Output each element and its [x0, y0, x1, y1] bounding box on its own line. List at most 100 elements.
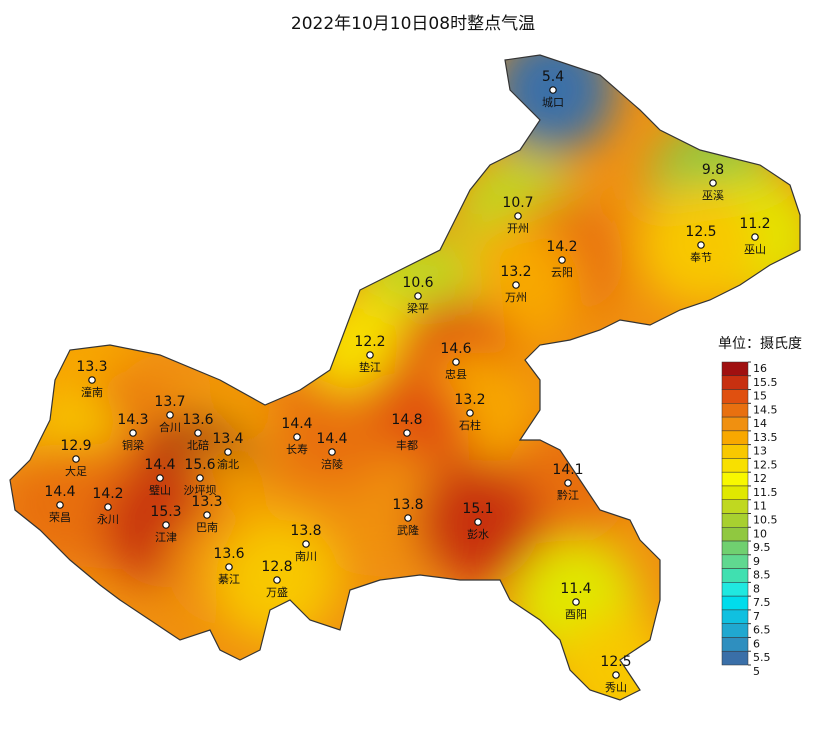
station-name: 城口 [542, 96, 564, 109]
station-value: 14.6 [440, 341, 471, 357]
station-marker [56, 501, 64, 509]
station-value: 5.4 [542, 69, 564, 85]
legend-tick-label: 11.5 [753, 486, 778, 499]
station-marker [751, 233, 759, 241]
station-value: 14.2 [92, 486, 123, 502]
station-name: 忠县 [445, 368, 467, 381]
station-value: 13.2 [454, 392, 485, 408]
legend-swatch [721, 485, 749, 500]
legend-tick-label: 13 [753, 445, 767, 458]
legend-tick-label: 5.5 [753, 651, 771, 664]
station-marker [403, 429, 411, 437]
station-value: 14.3 [117, 412, 148, 428]
station-value: 14.4 [144, 457, 175, 473]
legend-swatch [721, 540, 749, 556]
station-name: 秀山 [605, 681, 627, 694]
station-value: 13.4 [212, 431, 243, 447]
station-value: 15.6 [184, 457, 215, 473]
legend-tick-label: 10.5 [753, 514, 778, 527]
station-marker [224, 448, 232, 456]
station-marker [474, 518, 482, 526]
station-name: 云阳 [551, 266, 573, 279]
station-value: 14.4 [281, 416, 312, 432]
legend-tick-label: 9.5 [753, 541, 771, 554]
color-legend: 1615.51514.51413.51312.51211.51110.5109.… [721, 361, 778, 678]
station-marker [452, 358, 460, 366]
station-name: 荣昌 [49, 511, 71, 524]
station-value: 12.5 [685, 224, 716, 240]
legend-swatch [721, 595, 749, 611]
legend-tick-label: 15 [753, 390, 767, 403]
station-name: 丰都 [396, 439, 418, 452]
station-name: 巫山 [744, 243, 766, 256]
legend-swatch [721, 650, 749, 666]
station-name: 奉节 [690, 250, 712, 264]
station-marker [564, 479, 572, 487]
station-name: 武隆 [397, 523, 419, 537]
station-marker [572, 598, 580, 606]
station-name: 酉阳 [565, 608, 587, 621]
stations: 5.4 城口 9.8 巫溪 10.7 开州 11.2 巫山 12.5 奉节 14.2 云阳 13.2 万州… [44, 69, 770, 694]
station-marker [194, 429, 202, 437]
station-value: 10.7 [502, 195, 533, 211]
station-value: 15.3 [150, 504, 181, 520]
station-value: 11.4 [560, 581, 591, 597]
map-title: 2022年10月10日08时整点气温 [291, 14, 535, 34]
station-value: 12.9 [60, 438, 91, 454]
station-name: 璧山 [149, 483, 171, 497]
station-value: 13.7 [154, 394, 185, 410]
legend-tick-label: 6 [753, 637, 760, 650]
station-name: 铜梁 [122, 438, 144, 452]
station-name: 长寿 [286, 442, 308, 456]
station-marker [709, 179, 717, 187]
station-name: 涪陵 [321, 457, 343, 471]
station-marker [414, 292, 422, 300]
legend-swatch [721, 637, 749, 652]
legend-swatch [721, 568, 749, 583]
station-value: 12.5 [600, 654, 631, 670]
station-name: 南川 [295, 550, 317, 563]
station-marker [302, 540, 310, 548]
legend-swatch [721, 513, 749, 528]
station-name: 大足 [65, 464, 87, 478]
legend-swatch [721, 499, 749, 514]
legend-tick-label: 14 [753, 417, 767, 430]
station-marker [549, 86, 557, 94]
legend-tick-label: 15.5 [753, 376, 778, 389]
station-marker [293, 433, 301, 441]
legend-tick-label: 6.5 [753, 624, 771, 637]
station-name: 北碚 [187, 438, 209, 452]
station-name: 永川 [97, 512, 119, 526]
legend-swatch [721, 623, 749, 638]
legend-tick-label: 7 [753, 610, 760, 623]
station-value: 12.2 [354, 334, 385, 350]
legend-tick-label: 12.5 [753, 458, 778, 471]
station-name: 江津 [155, 531, 177, 544]
station-name: 万州 [505, 291, 527, 304]
legend-tick-label: 14.5 [753, 403, 778, 416]
legend-tick-label: 8.5 [753, 569, 771, 582]
station-value: 15.1 [462, 501, 493, 517]
legend-tick-label: 11 [753, 500, 767, 513]
station-value: 14.4 [316, 431, 347, 447]
station-name: 石柱 [459, 418, 481, 432]
station-name: 合川 [159, 420, 181, 434]
station-marker [88, 376, 96, 384]
legend-tick-label: 12 [753, 472, 767, 485]
station-marker [203, 511, 211, 519]
station-name: 渝北 [217, 457, 239, 471]
station-value: 11.2 [739, 216, 770, 232]
station-value: 13.3 [191, 494, 222, 510]
station-marker [104, 503, 112, 511]
legend-swatch [721, 361, 749, 377]
station-name: 沙坪坝 [184, 483, 217, 497]
station-marker [514, 212, 522, 220]
station-name: 潼南 [81, 385, 103, 399]
legend-swatch [721, 403, 749, 418]
station-marker [612, 671, 620, 679]
station-name: 梁平 [407, 301, 429, 315]
station-marker [697, 241, 705, 249]
station-marker [156, 474, 164, 482]
